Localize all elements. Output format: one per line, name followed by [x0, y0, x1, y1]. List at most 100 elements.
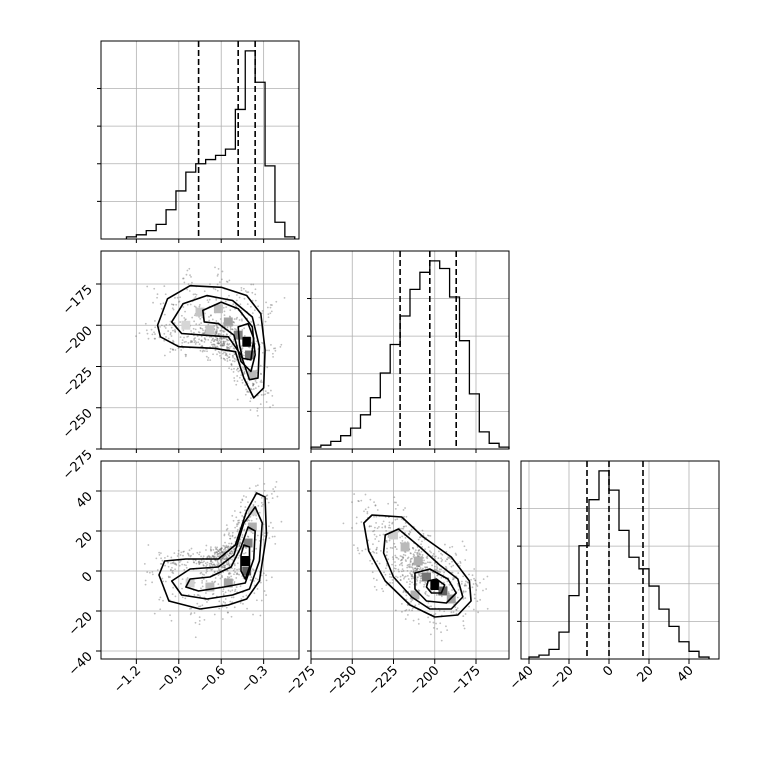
scatter-point	[228, 353, 231, 356]
scatter-point	[231, 535, 234, 538]
scatter-point	[201, 350, 204, 353]
scatter-point	[177, 553, 180, 555]
scatter-point	[227, 533, 230, 536]
scatter-point	[221, 343, 224, 346]
scatter-point	[409, 566, 411, 569]
scatter-point	[159, 608, 162, 611]
scatter-point	[193, 612, 196, 614]
scatter-point	[404, 554, 407, 557]
scatter-point	[409, 565, 411, 567]
scatter-point	[448, 592, 450, 595]
scatter-point	[258, 511, 261, 514]
scatter-point	[475, 583, 478, 586]
scatter-point	[172, 339, 174, 342]
scatter-point	[223, 550, 226, 553]
scatter-point	[239, 376, 241, 379]
scatter-point	[247, 518, 250, 521]
scatter-point	[485, 588, 488, 590]
scatter-point	[243, 529, 246, 532]
scatter-point	[411, 563, 414, 566]
scatter-point	[407, 604, 409, 607]
scatter-point	[397, 530, 400, 533]
scatter-point	[205, 580, 208, 582]
scatter-point	[161, 559, 164, 562]
scatter-point	[240, 501, 242, 504]
scatter-point	[393, 501, 396, 504]
density-cell	[247, 522, 257, 532]
scatter-point	[436, 567, 439, 570]
density-cell	[195, 307, 205, 317]
scatter-point	[234, 590, 236, 593]
scatter-point	[372, 577, 375, 580]
scatter-point	[218, 281, 221, 284]
scatter-point	[407, 556, 410, 559]
scatter-point	[401, 540, 404, 542]
scatter-point	[164, 564, 166, 567]
scatter-point	[216, 337, 219, 340]
scatter-point	[379, 534, 381, 537]
scatter-point	[394, 554, 397, 557]
scatter-point	[220, 548, 222, 551]
scatter-point	[223, 337, 226, 340]
scatter-point	[234, 536, 237, 539]
scatter-point	[427, 595, 430, 597]
scatter-point	[235, 358, 238, 361]
scatter-point	[471, 574, 474, 577]
scatter-point	[202, 332, 205, 335]
scatter-point	[266, 366, 269, 369]
scatter-point	[447, 556, 450, 559]
scatter-point	[184, 353, 187, 356]
scatter-point	[373, 501, 375, 504]
scatter-point	[353, 493, 356, 495]
scatter-point	[175, 564, 178, 566]
scatter-point	[395, 575, 397, 578]
scatter-point	[162, 580, 165, 583]
scatter-point	[216, 345, 218, 348]
scatter-point	[223, 310, 226, 313]
scatter-point	[236, 316, 239, 319]
scatter-point	[418, 536, 421, 539]
scatter-point	[224, 546, 227, 549]
scatter-point	[187, 335, 190, 338]
scatter-point	[408, 586, 411, 588]
scatter-point	[171, 307, 174, 310]
scatter-point	[225, 561, 228, 564]
scatter-point	[235, 516, 238, 519]
scatter-point	[452, 611, 455, 614]
scatter-point	[351, 501, 353, 504]
scatter-point	[205, 571, 208, 574]
scatter-point	[203, 337, 206, 340]
scatter-point	[412, 575, 414, 578]
scatter-point	[396, 556, 398, 559]
scatter-point	[474, 582, 477, 585]
scatter-point	[369, 559, 372, 562]
scatter-point	[182, 554, 184, 557]
scatter-point	[203, 573, 205, 576]
scatter-point	[420, 543, 422, 546]
scatter-point	[201, 604, 204, 607]
scatter-point	[222, 357, 225, 360]
scatter-point	[192, 327, 195, 330]
scatter-point	[230, 553, 233, 555]
scatter-point	[428, 561, 431, 564]
scatter-point	[225, 557, 227, 560]
scatter-point	[445, 567, 448, 570]
scatter-point	[185, 354, 188, 356]
scatter-point	[417, 565, 420, 568]
scatter-point	[216, 559, 219, 562]
scatter-point	[222, 601, 225, 603]
scatter-point	[223, 556, 225, 558]
scatter-point	[246, 390, 249, 393]
scatter-point	[249, 579, 252, 581]
scatter-point	[216, 330, 218, 333]
scatter-point	[201, 585, 204, 588]
scatter-point	[193, 305, 196, 308]
scatter-point	[399, 555, 402, 557]
scatter-point	[241, 499, 244, 502]
scatter-point	[171, 348, 174, 351]
scatter-point	[215, 325, 218, 327]
scatter-point	[220, 278, 223, 281]
scatter-point	[436, 574, 439, 577]
scatter-point	[222, 342, 225, 345]
scatter-point	[232, 360, 234, 362]
